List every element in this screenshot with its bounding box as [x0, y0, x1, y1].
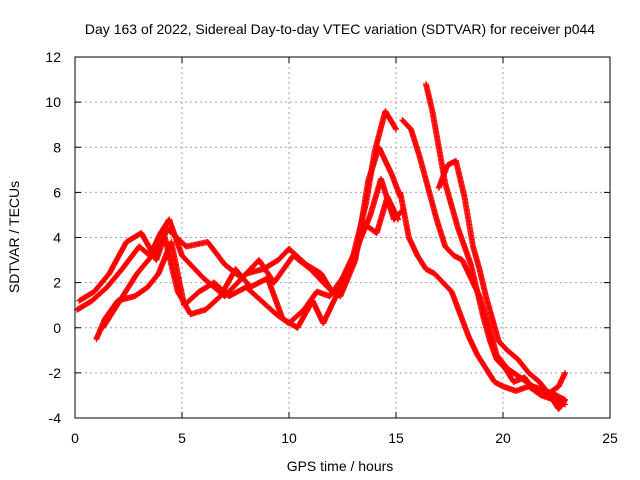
- data-point: [562, 396, 569, 403]
- data-point: [395, 216, 402, 223]
- x-tick-label: 0: [71, 430, 79, 446]
- y-tick-label: 2: [53, 275, 61, 291]
- series-track-5: [397, 189, 569, 408]
- x-axis-label: GPS time / hours: [287, 458, 394, 474]
- gridlines: [75, 57, 610, 418]
- x-tick-label: 5: [178, 430, 186, 446]
- chart-title: Day 163 of 2022, Sidereal Day-to-day VTE…: [85, 21, 595, 37]
- x-tick-label: 20: [495, 430, 511, 446]
- y-tick-label: -4: [49, 410, 62, 426]
- data-series: [74, 81, 569, 412]
- y-tick-label: 12: [45, 49, 61, 65]
- series-track-7: [422, 81, 569, 399]
- x-tick-label: 25: [602, 430, 618, 446]
- y-axis-label: SDTVAR / TECUs: [6, 181, 22, 293]
- data-point: [562, 369, 569, 376]
- y-tick-label: 0: [53, 320, 61, 336]
- y-tick-label: 6: [53, 184, 61, 200]
- axis-ticks: 0 5 10 15 20 25 -4 -2 0 2 4 6 8 10 12: [45, 49, 618, 446]
- series-track-4: [99, 193, 402, 331]
- y-tick-label: 10: [45, 94, 61, 110]
- y-tick-label: 4: [53, 230, 61, 246]
- y-tick-label: 8: [53, 139, 61, 155]
- series-track-8: [435, 157, 569, 412]
- series-track-3: [93, 175, 406, 343]
- x-tick-label: 15: [388, 430, 404, 446]
- data-point: [393, 126, 399, 133]
- y-tick-label: -2: [49, 365, 62, 381]
- x-tick-label: 10: [281, 430, 297, 446]
- series-track-1: [74, 108, 399, 313]
